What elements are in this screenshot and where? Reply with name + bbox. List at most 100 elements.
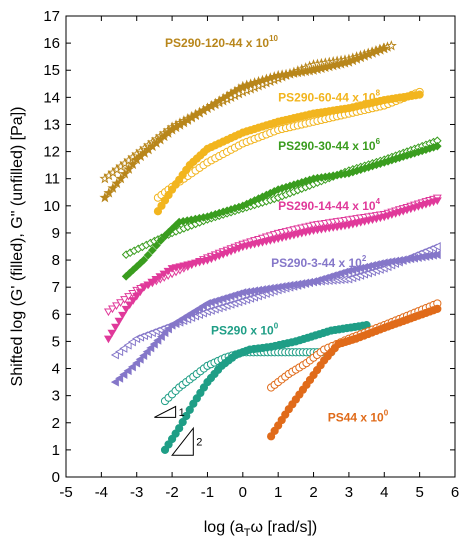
gp-point (151, 276, 161, 284)
series-label-exponent: 4 (376, 197, 381, 206)
series-label: PS290-30-44 x 106 (278, 137, 380, 153)
gp-point (163, 267, 173, 276)
gp-point (155, 273, 165, 281)
gp-point (156, 236, 166, 245)
gpp-point (120, 296, 130, 304)
y-tick-label: 5 (52, 333, 60, 350)
series-label-name: PS290-60-44 x 10 (278, 90, 376, 104)
series-ps290-120-44 (99, 40, 397, 203)
x-axis-title-prefix: log (a (204, 519, 244, 536)
y-tick-label: 13 (43, 116, 60, 133)
gp-point (111, 177, 123, 189)
gp-point (99, 191, 111, 203)
gp-point (143, 250, 153, 260)
gp-point (103, 187, 115, 198)
gp-point (115, 172, 127, 184)
x-tick-label: -5 (59, 484, 72, 501)
x-tick-label: 1 (274, 484, 282, 501)
series-label: PS290-120-44 x 1010 (165, 34, 279, 50)
y-tick-label: 17 (43, 8, 60, 25)
gp-point (163, 324, 172, 334)
series-layer (99, 40, 442, 454)
plot-border (65, 15, 456, 478)
y-tick-label: 7 (52, 279, 60, 296)
gpp-point (112, 302, 121, 310)
gpp-point (108, 305, 117, 314)
y-tick-label: 8 (52, 252, 60, 269)
gp-point (118, 311, 128, 320)
x-tick-label: 5 (415, 484, 423, 501)
x-axis-ticks: -5 -4 -3 -2 -1 0 1 2 3 4 5 6 (59, 16, 459, 501)
gp-point (185, 405, 194, 414)
x-tick-label: 2 (309, 484, 317, 501)
series-label: PS44 x 100 (328, 408, 389, 424)
series-label: PS290 x 100 (211, 322, 279, 338)
gp-point (152, 241, 161, 250)
series-label-exponent: 2 (362, 254, 367, 263)
y-tick-label: 1 (52, 442, 60, 459)
gp-point (127, 362, 136, 372)
x-axis-title-sub: T (244, 527, 251, 539)
gp-point (139, 284, 149, 292)
gp-point (107, 329, 117, 338)
gp-point (127, 158, 139, 170)
gpp-point (123, 340, 132, 350)
gp-point (107, 182, 119, 193)
series-label-name: PS290-120-44 x 10 (165, 36, 269, 50)
gpp-point (116, 299, 126, 307)
gp-point (123, 163, 135, 174)
gp-point (378, 42, 390, 54)
gp-point (159, 270, 169, 279)
gpp-point (103, 308, 113, 317)
gpp-point (110, 350, 119, 360)
gp-point (182, 411, 191, 421)
series-label-name: PS290-3-44 x 10 (271, 256, 362, 270)
gpp-point (127, 337, 136, 347)
y-tick-label: 12 (43, 144, 60, 161)
series-label: PS290-60-44 x 108 (278, 88, 380, 104)
y-tick-label: 6 (52, 306, 60, 323)
series-label: PS290-3-44 x 102 (271, 254, 367, 270)
gp-point (175, 424, 184, 433)
gp-point (103, 335, 113, 344)
y-tick-label: 0 (52, 469, 60, 486)
series-label-name: PS44 x 10 (328, 410, 384, 424)
x-tick-label: -4 (95, 484, 108, 501)
series-label-exponent: 8 (376, 88, 381, 97)
series-label-name: PS290-30-44 x 10 (278, 139, 376, 153)
series-ps290-14-44 (103, 194, 442, 344)
gp-point (146, 343, 155, 353)
series-label-name: PS290 x 10 (211, 324, 274, 338)
gp-point (143, 281, 153, 290)
series-label: PS290-14-44 x 104 (278, 197, 380, 213)
x-tick-label: 6 (451, 484, 459, 501)
gp-point (135, 288, 145, 297)
y-tick-label: 2 (52, 415, 60, 432)
x-tick-label: 3 (345, 484, 353, 501)
y-tick-label: 15 (43, 62, 60, 79)
series-label-exponent: 0 (274, 322, 279, 331)
gp-point (415, 90, 424, 99)
gpp-point (124, 293, 134, 301)
gp-point (110, 377, 119, 387)
series-ps44 (267, 299, 442, 441)
gp-point (142, 347, 151, 357)
gp-point (111, 323, 120, 332)
gp-point (128, 297, 138, 305)
gp-point (125, 301, 135, 310)
y-tick-label: 3 (52, 388, 60, 405)
x-tick-label: -2 (165, 484, 178, 501)
slope-triangle (154, 405, 177, 418)
series-ps290-3-44 (110, 242, 441, 387)
x-tick-label: 0 (239, 484, 247, 501)
slope-label: 2 (196, 437, 202, 449)
y-tick-label: 4 (52, 361, 60, 378)
gpp-point (432, 242, 441, 251)
x-axis-title: log (aTω [rad/s]) (204, 519, 318, 539)
x-tick-label: -1 (201, 484, 214, 501)
slope-markers: 12 (154, 405, 202, 456)
series-ps290-30-44 (121, 136, 442, 281)
slope-triangle (171, 426, 194, 456)
